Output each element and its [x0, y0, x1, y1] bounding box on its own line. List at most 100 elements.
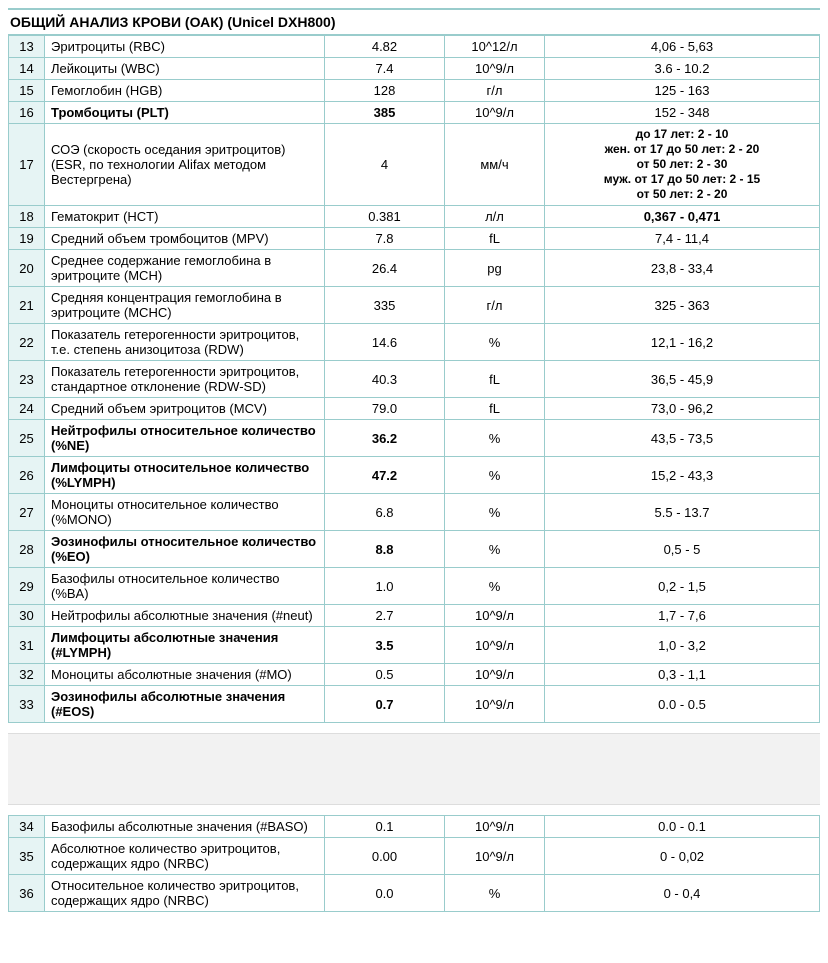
analyte-unit: fL — [445, 361, 545, 398]
table-row: 34Базофилы абсолютные значения (#BASO)0.… — [9, 816, 820, 838]
analyte-value: 1.0 — [325, 568, 445, 605]
analyte-unit: 10^12/л — [445, 36, 545, 58]
table-row: 32Моноциты абсолютные значения (#MO)0.51… — [9, 664, 820, 686]
row-number: 25 — [9, 420, 45, 457]
analyte-unit: 10^9/л — [445, 102, 545, 124]
table-row: 21Средняя концентрация гемоглобина в эри… — [9, 287, 820, 324]
table-row: 35Абсолютное количество эритроцитов, сод… — [9, 838, 820, 875]
analyte-unit: % — [445, 457, 545, 494]
analyte-value: 36.2 — [325, 420, 445, 457]
analyte-name: Лейкоциты (WBC) — [45, 58, 325, 80]
analyte-value: 0.0 — [325, 875, 445, 912]
analyte-unit: мм/ч — [445, 124, 545, 206]
table-row: 15Гемоглобин (HGB)128г/л125 - 163 — [9, 80, 820, 102]
analyte-name: Гематокрит (HCT) — [45, 206, 325, 228]
analyte-name: Среднее содержание гемоглобина в эритроц… — [45, 250, 325, 287]
analyte-unit: 10^9/л — [445, 627, 545, 664]
analyte-value: 385 — [325, 102, 445, 124]
reference-range: 0,5 - 5 — [545, 531, 820, 568]
analyte-unit: г/л — [445, 80, 545, 102]
analyte-unit: 10^9/л — [445, 58, 545, 80]
analyte-name: Средняя концентрация гемоглобина в эритр… — [45, 287, 325, 324]
table-row: 29Базофилы относительное количество (%BA… — [9, 568, 820, 605]
analyte-unit: fL — [445, 228, 545, 250]
row-number: 29 — [9, 568, 45, 605]
table-row: 19Средний объем тромбоцитов (MPV)7.8fL7,… — [9, 228, 820, 250]
analyte-name: Лимфоциты абсолютные значения (#LYMPH) — [45, 627, 325, 664]
analyte-value: 6.8 — [325, 494, 445, 531]
analyte-value: 79.0 — [325, 398, 445, 420]
analyte-value: 4.82 — [325, 36, 445, 58]
table-row: 16Тромбоциты (PLT)38510^9/л152 - 348 — [9, 102, 820, 124]
row-number: 14 — [9, 58, 45, 80]
row-number: 15 — [9, 80, 45, 102]
analyte-unit: л/л — [445, 206, 545, 228]
row-number: 17 — [9, 124, 45, 206]
table-row: 22Показатель гетерогенности эритроцитов,… — [9, 324, 820, 361]
row-number: 20 — [9, 250, 45, 287]
table-row: 18Гематокрит (HCT)0.381л/л0,367 - 0,471 — [9, 206, 820, 228]
analyte-value: 7.4 — [325, 58, 445, 80]
cbc-table-1: 13Эритроциты (RBC)4.8210^12/л4,06 - 5,63… — [8, 35, 820, 723]
reference-range: 1,7 - 7,6 — [545, 605, 820, 627]
analyte-value: 47.2 — [325, 457, 445, 494]
row-number: 27 — [9, 494, 45, 531]
reference-range: 43,5 - 73,5 — [545, 420, 820, 457]
analyte-value: 40.3 — [325, 361, 445, 398]
table-row: 20Среднее содержание гемоглобина в эритр… — [9, 250, 820, 287]
reference-range: 3.6 - 10.2 — [545, 58, 820, 80]
analyte-name: Средний объем тромбоцитов (MPV) — [45, 228, 325, 250]
analyte-value: 26.4 — [325, 250, 445, 287]
analyte-name: Нейтрофилы относительное количество (%NE… — [45, 420, 325, 457]
table-row: 31Лимфоциты абсолютные значения (#LYMPH)… — [9, 627, 820, 664]
reference-range: 0,3 - 1,1 — [545, 664, 820, 686]
analyte-value: 4 — [325, 124, 445, 206]
reference-range: 152 - 348 — [545, 102, 820, 124]
analyte-unit: 10^9/л — [445, 686, 545, 723]
analyte-unit: % — [445, 875, 545, 912]
row-number: 34 — [9, 816, 45, 838]
analyte-name: Моноциты относительное количество (%MONO… — [45, 494, 325, 531]
analyte-unit: % — [445, 324, 545, 361]
reference-range: 23,8 - 33,4 — [545, 250, 820, 287]
analyte-name: Показатель гетерогенности эритроцитов, с… — [45, 361, 325, 398]
analyte-unit: 10^9/л — [445, 605, 545, 627]
analyte-name: Гемоглобин (HGB) — [45, 80, 325, 102]
reference-range: 1,0 - 3,2 — [545, 627, 820, 664]
reference-range: 15,2 - 43,3 — [545, 457, 820, 494]
row-number: 22 — [9, 324, 45, 361]
analyte-value: 0.1 — [325, 816, 445, 838]
analyte-name: Нейтрофилы абсолютные значения (#neut) — [45, 605, 325, 627]
analyte-name: Базофилы абсолютные значения (#BASO) — [45, 816, 325, 838]
analyte-name: Тромбоциты (PLT) — [45, 102, 325, 124]
analyte-name: Показатель гетерогенности эритроцитов, т… — [45, 324, 325, 361]
reference-range: 125 - 163 — [545, 80, 820, 102]
reference-range: 0,2 - 1,5 — [545, 568, 820, 605]
table-row: 26Лимфоциты относительное количество (%L… — [9, 457, 820, 494]
analyte-name: Эритроциты (RBC) — [45, 36, 325, 58]
analyte-value: 3.5 — [325, 627, 445, 664]
analyte-unit: % — [445, 531, 545, 568]
reference-range: 4,06 - 5,63 — [545, 36, 820, 58]
row-number: 18 — [9, 206, 45, 228]
analyte-value: 0.7 — [325, 686, 445, 723]
row-number: 23 — [9, 361, 45, 398]
reference-range: 0.0 - 0.5 — [545, 686, 820, 723]
row-number: 26 — [9, 457, 45, 494]
analyte-name: Абсолютное количество эритроцитов, содер… — [45, 838, 325, 875]
reference-range: 73,0 - 96,2 — [545, 398, 820, 420]
reference-range: 0,367 - 0,471 — [545, 206, 820, 228]
analyte-unit: % — [445, 420, 545, 457]
reference-range: 7,4 - 11,4 — [545, 228, 820, 250]
reference-range: 0.0 - 0.1 — [545, 816, 820, 838]
analyte-name: Эозинофилы относительное количество (%EO… — [45, 531, 325, 568]
analyte-name: Лимфоциты относительное количество (%LYM… — [45, 457, 325, 494]
analyte-unit: % — [445, 568, 545, 605]
row-number: 35 — [9, 838, 45, 875]
row-number: 24 — [9, 398, 45, 420]
row-number: 19 — [9, 228, 45, 250]
reference-range: до 17 лет: 2 - 10жен. от 17 до 50 лет: 2… — [545, 124, 820, 206]
reference-range: 325 - 363 — [545, 287, 820, 324]
analyte-name: Средний объем эритроцитов (MCV) — [45, 398, 325, 420]
analyte-value: 8.8 — [325, 531, 445, 568]
